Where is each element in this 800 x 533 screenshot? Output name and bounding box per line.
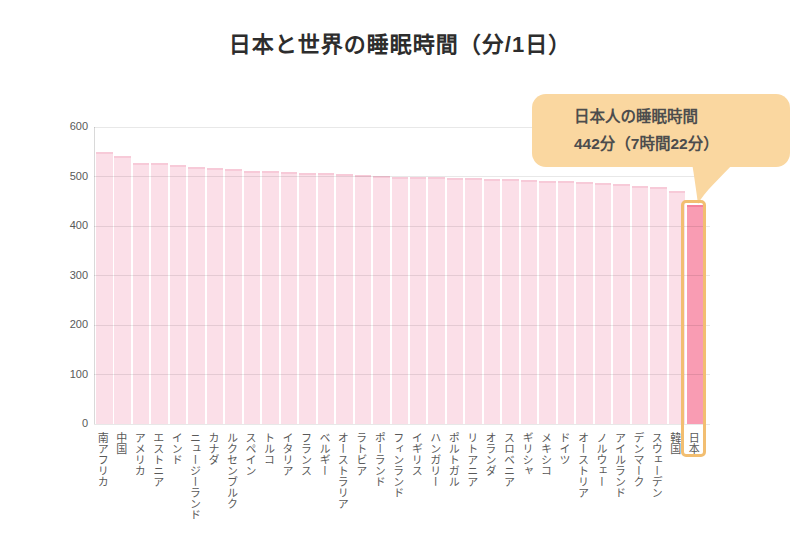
bar <box>392 177 409 425</box>
x-axis-label: オランダ <box>483 432 496 476</box>
y-tick-label-500: 500 <box>40 170 88 182</box>
bar <box>244 171 261 424</box>
bar <box>262 171 279 424</box>
x-axis-label: ベルギー <box>317 432 330 476</box>
x-axis-label: スウェーデン <box>649 432 662 498</box>
x-axis-label: ポーランド <box>372 432 385 487</box>
bar <box>281 172 298 424</box>
bar <box>133 163 150 424</box>
x-axis-label: イギリス <box>409 432 422 476</box>
bar <box>539 181 556 424</box>
bar <box>465 178 482 424</box>
bar <box>613 184 630 424</box>
x-axis-label: スロベニア <box>502 432 515 487</box>
bar <box>521 180 538 424</box>
x-axis-label: ノルウェー <box>594 432 607 487</box>
x-axis-label: 韓国 <box>668 432 681 454</box>
bar <box>558 181 575 424</box>
bar <box>96 152 113 424</box>
bar <box>151 163 168 424</box>
bar <box>170 165 187 424</box>
bar <box>410 177 427 424</box>
y-tick-label-600: 600 <box>40 120 88 132</box>
bar <box>484 179 501 424</box>
bar <box>188 167 205 424</box>
callout-line1: 日本人の睡眠時間 <box>574 103 790 130</box>
bar <box>336 174 353 424</box>
x-axis-label: ギリシャ <box>520 432 533 476</box>
x-axis-label: アイルランド <box>612 432 625 498</box>
japan-highlight-box <box>681 200 706 457</box>
x-axis-label: ニュージーランド <box>188 432 201 520</box>
y-tick-label-0: 0 <box>40 417 88 429</box>
x-axis-label: アメリカ <box>132 432 145 476</box>
bar <box>502 179 519 424</box>
x-axis-label: 南アフリカ <box>95 432 108 487</box>
bar <box>428 177 445 424</box>
bar <box>114 156 131 424</box>
callout-bubble: 日本人の睡眠時間 442分（7時間22分） <box>532 94 790 167</box>
y-tick-label-100: 100 <box>40 368 88 380</box>
x-axis-label: ドイツ <box>557 432 570 465</box>
bar <box>355 175 372 424</box>
bar <box>447 178 464 424</box>
x-axis-label: 中国 <box>114 432 127 454</box>
bar <box>225 169 242 424</box>
page: { "title": "日本と世界の睡眠時間（分/1日）", "callout"… <box>0 0 800 533</box>
bar <box>318 173 335 424</box>
gridline-500 <box>94 176 710 177</box>
bar <box>595 183 612 424</box>
x-axis-label: スペイン <box>243 432 256 476</box>
gridline-400 <box>94 226 710 227</box>
gridline-0 <box>94 424 710 425</box>
bar <box>299 173 316 424</box>
x-axis-label: フィンランド <box>391 432 404 498</box>
x-axis-label: オーストラリア <box>335 432 348 509</box>
bar <box>650 187 667 424</box>
x-axis-label: メキシコ <box>539 432 552 476</box>
y-tick-label-400: 400 <box>40 219 88 231</box>
x-axis-label: フランス <box>298 432 311 476</box>
bar <box>576 182 593 424</box>
x-axis-label: イタリア <box>280 432 293 476</box>
callout-line2: 442分（7時間22分） <box>574 130 790 157</box>
x-axis-label: ラトビア <box>354 432 367 476</box>
y-tick-label-200: 200 <box>40 318 88 330</box>
x-axis-label: ルクセンブルク <box>225 432 238 509</box>
x-axis-label: トルコ <box>261 432 274 465</box>
bar <box>207 168 224 424</box>
x-axis-label: エストニア <box>151 432 164 487</box>
gridline-200 <box>94 325 710 326</box>
x-axis-label: カナダ <box>206 432 219 465</box>
gridline-300 <box>94 275 710 276</box>
x-axis-label: リトアニア <box>465 432 478 487</box>
x-axis-label: ポルトガル <box>446 432 459 487</box>
x-axis-label: デンマーク <box>631 432 644 487</box>
bar <box>373 176 390 424</box>
x-axis-label: オーストリア <box>575 432 588 498</box>
x-axis-label: インド <box>169 432 182 465</box>
y-tick-label-300: 300 <box>40 269 88 281</box>
x-axis-label: ハンガリー <box>428 432 441 487</box>
chart-title: 日本と世界の睡眠時間（分/1日） <box>0 26 800 58</box>
bar <box>632 186 649 424</box>
gridline-100 <box>94 374 710 375</box>
